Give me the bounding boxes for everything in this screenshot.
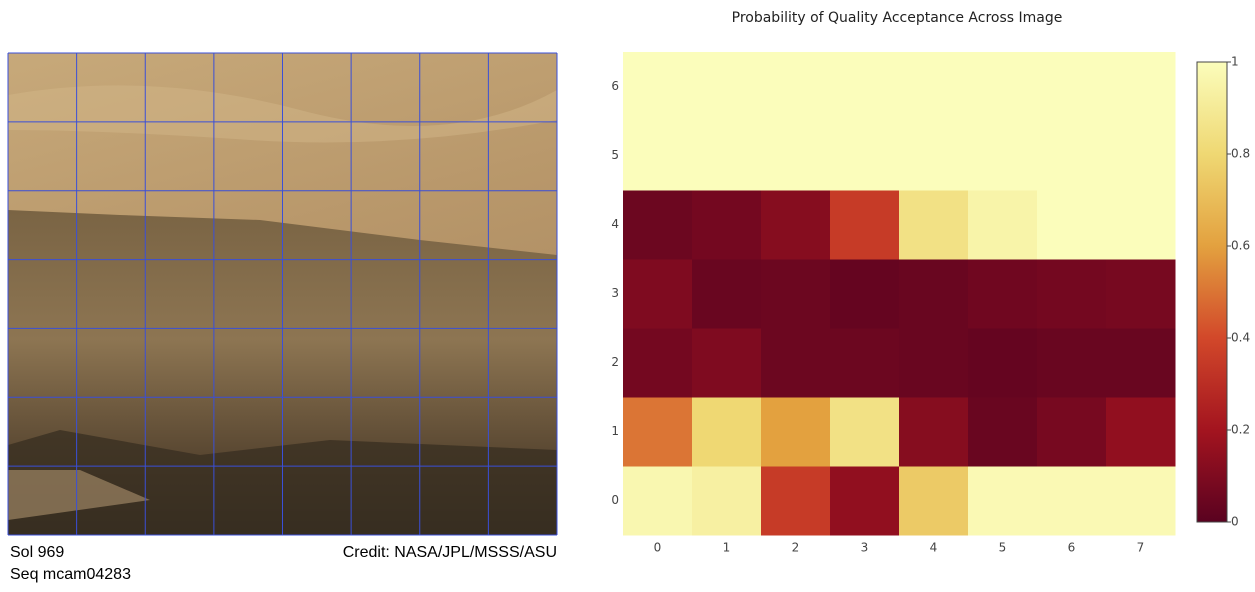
colorbar	[1197, 62, 1227, 522]
heat-cell	[761, 52, 831, 122]
heat-cell	[899, 466, 969, 536]
heat-cell	[830, 52, 900, 122]
heat-cell	[830, 121, 900, 191]
heat-cell	[761, 190, 831, 260]
x-tick-label: 1	[723, 541, 731, 555]
heat-cell	[692, 259, 762, 329]
heat-cell	[830, 190, 900, 260]
y-tick-label: 3	[611, 286, 619, 300]
y-tick-label: 5	[611, 148, 619, 162]
heat-cell	[899, 52, 969, 122]
colorbar-tick-label: 0	[1231, 515, 1239, 529]
heat-cell	[1037, 397, 1107, 467]
heat-cell	[623, 466, 693, 536]
heat-cell	[899, 190, 969, 260]
heat-cell	[1037, 259, 1107, 329]
heat-cell	[761, 328, 831, 398]
x-tick-label: 7	[1137, 541, 1145, 555]
heat-cell	[1106, 52, 1176, 122]
heat-cell	[1037, 190, 1107, 260]
colorbar-tick-label: 0.4	[1231, 331, 1250, 345]
figure: Sol 969 Seq mcam04283 Credit: NASA/JPL/M…	[0, 0, 1255, 588]
sequence-caption: Seq mcam04283	[10, 566, 131, 583]
heat-cell	[1037, 52, 1107, 122]
heat-cell	[968, 397, 1038, 467]
heat-cell	[1037, 121, 1107, 191]
y-tick-label: 6	[611, 79, 619, 93]
y-tick-label: 2	[611, 355, 619, 369]
heat-cell	[692, 328, 762, 398]
heat-cell	[830, 397, 900, 467]
heat-cell	[761, 466, 831, 536]
heat-cell	[968, 190, 1038, 260]
y-tick-label: 4	[611, 217, 619, 231]
heat-cell	[899, 121, 969, 191]
heat-cell	[1106, 190, 1176, 260]
heat-cell	[830, 328, 900, 398]
heat-cell	[968, 466, 1038, 536]
x-tick-label: 5	[999, 541, 1007, 555]
heat-cell	[623, 121, 693, 191]
heat-cell	[692, 190, 762, 260]
heat-cell	[761, 259, 831, 329]
heat-cell	[1106, 328, 1176, 398]
x-tick-label: 2	[792, 541, 800, 555]
heat-cell	[623, 52, 693, 122]
heat-cell	[968, 52, 1038, 122]
chart-title: Probability of Quality Acceptance Across…	[732, 10, 1063, 26]
y-tick-label: 1	[611, 424, 619, 438]
heat-cell	[899, 328, 969, 398]
heat-cell	[1106, 259, 1176, 329]
heat-cell	[623, 190, 693, 260]
page: Sol 969 Seq mcam04283 Credit: NASA/JPL/M…	[0, 0, 1255, 592]
heat-cell	[1106, 466, 1176, 536]
colorbar-tick-label: 0.8	[1231, 147, 1250, 161]
heat-cell	[968, 121, 1038, 191]
heat-cell	[830, 466, 900, 536]
heat-cell	[761, 121, 831, 191]
heat-cell	[899, 259, 969, 329]
heat-cell	[830, 259, 900, 329]
heat-cell	[623, 397, 693, 467]
heat-cell	[1037, 466, 1107, 536]
heat-cell	[692, 121, 762, 191]
heatmap: 0 1 2 3 4 5 6 7 0 1 2 3 4 5 6 0 0.2 0.4 0.6 0.8 1	[611, 52, 1250, 555]
y-tick-label: 0	[611, 493, 619, 507]
heat-cell	[692, 397, 762, 467]
heat-cell	[968, 328, 1038, 398]
heat-cell	[1037, 328, 1107, 398]
sol-caption: Sol 969	[10, 544, 64, 561]
heat-cell	[761, 397, 831, 467]
x-tick-label: 6	[1068, 541, 1076, 555]
heat-cell	[899, 397, 969, 467]
colorbar-tick-label: 0.6	[1231, 239, 1250, 253]
x-tick-label: 0	[654, 541, 662, 555]
x-tick-label: 3	[861, 541, 869, 555]
colorbar-tick-label: 0.2	[1231, 423, 1250, 437]
heat-cell	[1106, 121, 1176, 191]
heat-cell	[623, 328, 693, 398]
heat-cell	[968, 259, 1038, 329]
heat-cell	[692, 52, 762, 122]
x-tick-label: 4	[930, 541, 938, 555]
heat-cell	[623, 259, 693, 329]
heat-cell	[1106, 397, 1176, 467]
colorbar-tick-label: 1	[1231, 55, 1239, 69]
heat-cell	[692, 466, 762, 536]
credit-caption: Credit: NASA/JPL/MSSS/ASU	[343, 544, 557, 561]
